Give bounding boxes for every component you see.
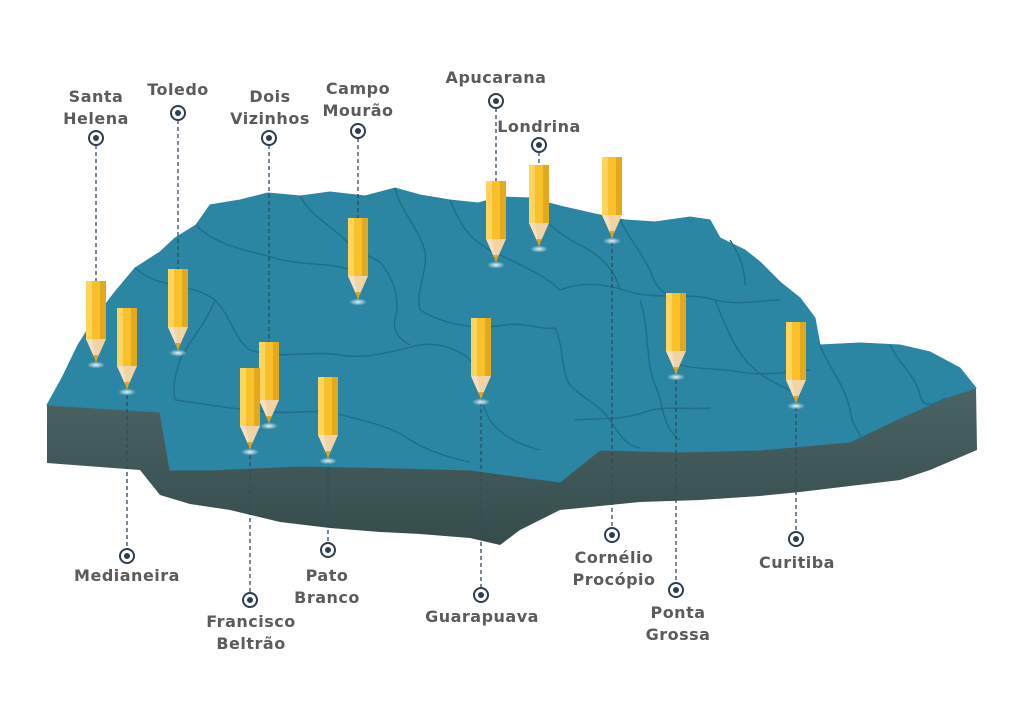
target-marker-icon <box>242 592 258 608</box>
label-ponta-grossa: Ponta Grossa <box>645 603 711 644</box>
target-marker-icon <box>604 527 620 543</box>
map-surface <box>46 187 977 483</box>
label-toledo: Toledo <box>147 80 209 99</box>
label-londrina: Londrina <box>497 117 581 136</box>
label-dois-vizinhos: Dois Vizinhos <box>230 87 310 128</box>
label-santa-helena: Santa Helena <box>63 87 129 128</box>
label-curitiba: Curitiba <box>759 553 835 572</box>
target-marker-icon <box>119 548 135 564</box>
label-pato-branco: Pato Branco <box>294 566 360 607</box>
target-marker-icon <box>531 137 547 153</box>
leader-lines <box>95 108 797 594</box>
label-campo-mourao: Campo Mourão <box>322 79 394 120</box>
label-cornelio-procopio: Cornélio Procópio <box>572 548 656 589</box>
target-marker-icon <box>261 130 277 146</box>
target-marker-icon <box>473 587 489 603</box>
target-marker-icon <box>488 93 504 109</box>
target-marker-icon <box>88 130 104 146</box>
map-extrusion <box>47 388 977 545</box>
label-francisco-beltrao: Francisco Beltrão <box>206 612 296 653</box>
target-markers <box>88 93 804 608</box>
target-marker-icon <box>668 582 684 598</box>
label-apucarana: Apucarana <box>445 68 547 87</box>
target-marker-icon <box>320 542 336 558</box>
label-medianeira: Medianeira <box>74 566 180 585</box>
label-guarapuava: Guarapuava <box>425 607 539 626</box>
target-marker-icon <box>170 105 186 121</box>
target-marker-icon <box>788 531 804 547</box>
target-marker-icon <box>350 123 366 139</box>
